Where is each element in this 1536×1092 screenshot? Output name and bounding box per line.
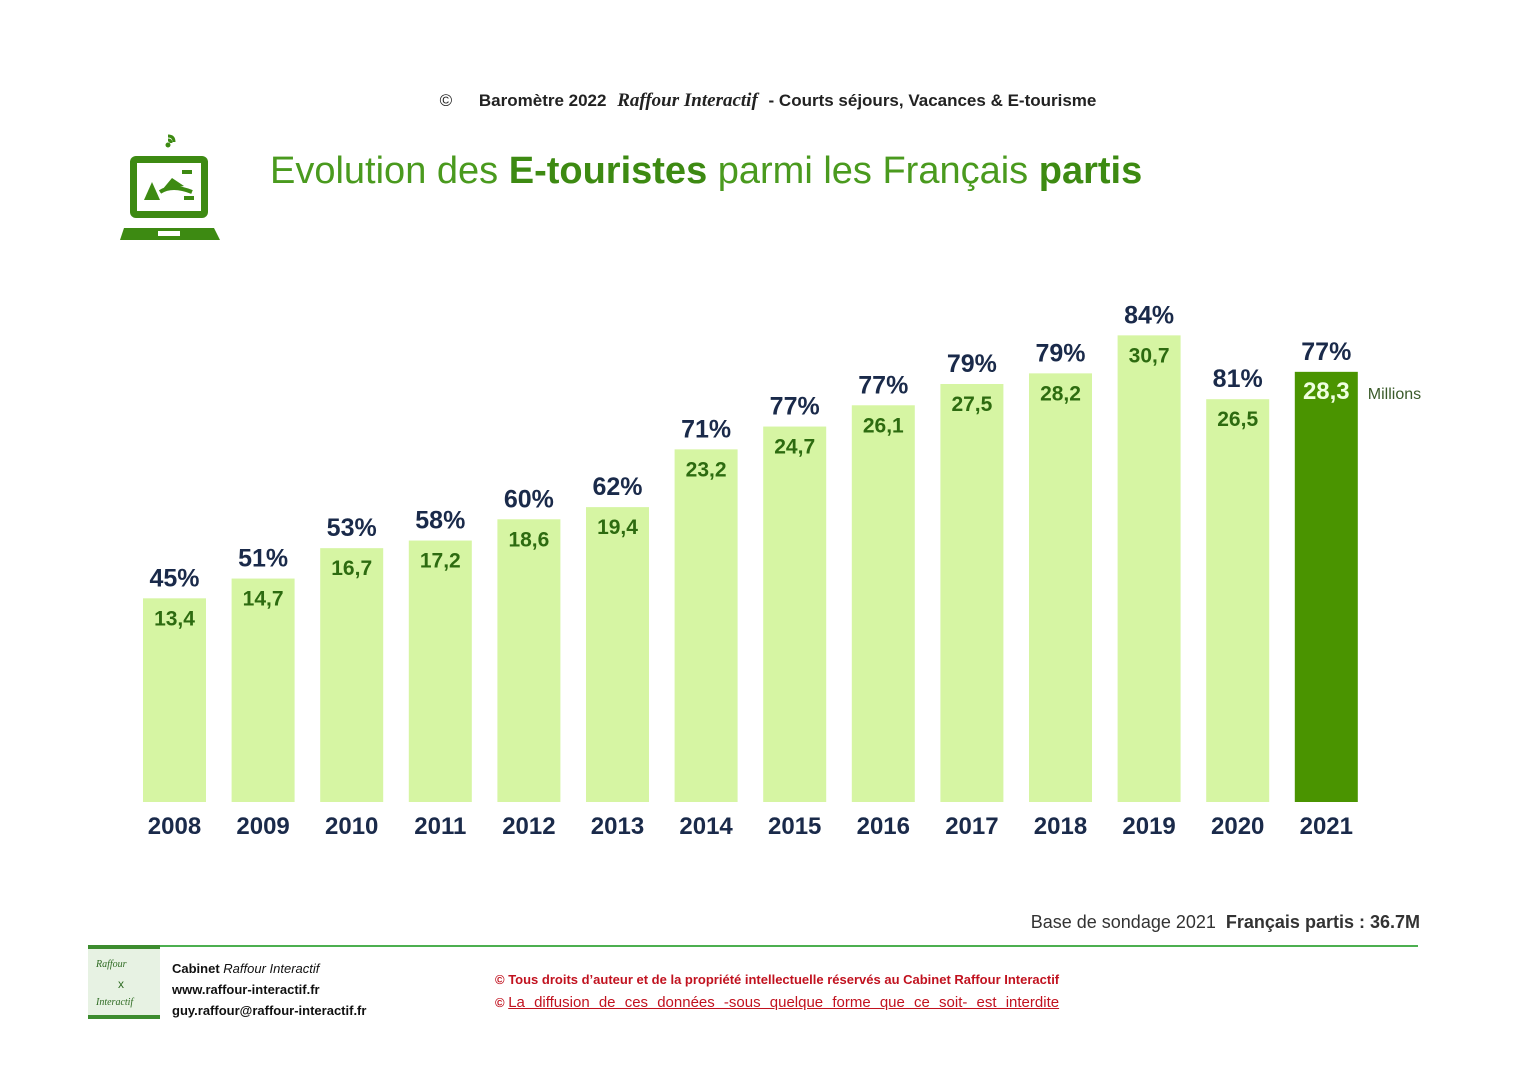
percent-label-2021: 77%: [1301, 338, 1351, 366]
bar-2016: [851, 405, 915, 802]
logo-text-bottom: Interactif: [96, 997, 134, 1008]
value-label-2015: 24,7: [774, 436, 815, 459]
bar-2020: [1206, 399, 1270, 802]
value-label-2008: 13,4: [154, 607, 195, 630]
survey-base: Base de sondage 2021 Français partis : 36…: [1030, 912, 1420, 932]
rights-line-1: © Tous droits d’auteur et de la propriét…: [495, 972, 1060, 987]
value-label-2021: 28,3: [1303, 378, 1350, 405]
year-label-2013: 2013: [591, 813, 644, 840]
bar-2012: [497, 519, 561, 802]
barometer-year: Baromètre 2022: [478, 91, 607, 110]
bar-2018: [1029, 373, 1092, 802]
year-label-2019: 2019: [1122, 813, 1175, 840]
bar-2013: [586, 507, 649, 802]
bar-chart: 13,4 45% 2008 14,7 51% 2009 16,7 53% 2010 17,2 58%…: [143, 301, 1421, 840]
value-label-2017: 27,5: [951, 393, 992, 416]
percent-label-2020: 81%: [1213, 365, 1263, 393]
value-label-2009: 14,7: [243, 588, 284, 611]
year-label-2016: 2016: [857, 813, 910, 840]
laptop-icon: [120, 134, 220, 240]
company-logo: Raffour x Interactif: [88, 945, 160, 1019]
value-label-2018: 28,2: [1040, 382, 1081, 405]
percent-label-2019: 84%: [1124, 301, 1174, 329]
header-subtitle: - Courts séjours, Vacances & E-tourisme: [768, 91, 1097, 110]
year-label-2009: 2009: [236, 813, 289, 840]
unit-label: Millions: [1368, 386, 1421, 403]
footer-divider: [90, 945, 1418, 947]
value-label-2010: 16,7: [331, 557, 372, 580]
year-label-2021: 2021: [1300, 813, 1353, 840]
logo-text-mid: x: [118, 977, 124, 991]
bar-2021: [1294, 371, 1358, 802]
value-label-2016: 26,1: [863, 414, 904, 437]
percent-label-2008: 45%: [149, 564, 199, 592]
website-link[interactable]: www.raffour-interactif.fr: [172, 982, 320, 997]
rights-notice: © Tous droits d’auteur et de la propriét…: [495, 968, 1059, 1014]
year-label-2010: 2010: [325, 813, 378, 840]
percent-label-2013: 62%: [592, 473, 642, 501]
percent-label-2016: 77%: [858, 371, 908, 399]
year-label-2008: 2008: [148, 813, 201, 840]
bar-2011: [408, 540, 472, 802]
year-label-2018: 2018: [1034, 813, 1087, 840]
bar-2014: [674, 449, 738, 802]
bar-2010: [320, 548, 384, 802]
percent-label-2010: 53%: [327, 514, 377, 542]
percent-label-2011: 58%: [415, 507, 465, 535]
value-label-2011: 17,2: [420, 550, 461, 573]
email-link[interactable]: guy.raffour@raffour-interactif.fr: [172, 1003, 367, 1018]
cabinet-name: Cabinet Raffour Interactif: [172, 961, 320, 976]
bar-2009: [231, 578, 295, 802]
bar-2017: [940, 384, 1004, 802]
percent-label-2017: 79%: [947, 350, 997, 378]
bar-2019: [1117, 335, 1181, 802]
year-label-2017: 2017: [945, 813, 998, 840]
value-label-2014: 23,2: [686, 458, 727, 481]
contact-block: Cabinet Raffour Interactif www.raffour-i…: [172, 958, 366, 1021]
year-label-2014: 2014: [679, 813, 733, 840]
brand-name: Raffour Interactif: [617, 90, 758, 111]
year-label-2011: 2011: [414, 813, 466, 840]
percent-label-2014: 71%: [681, 415, 731, 443]
percent-label-2009: 51%: [238, 545, 288, 573]
bar-2015: [763, 426, 827, 802]
year-label-2012: 2012: [502, 813, 555, 840]
bar-2008: [143, 598, 206, 802]
percent-label-2012: 60%: [504, 485, 554, 513]
rights-line-2: © La diffusion de ces données -sous quel…: [495, 994, 1060, 1011]
copyright-symbol: ©: [439, 91, 453, 110]
value-label-2019: 30,7: [1129, 344, 1170, 367]
logo-text-top: Raffour: [96, 959, 127, 970]
value-label-2020: 26,5: [1217, 408, 1258, 431]
year-label-2020: 2020: [1211, 813, 1264, 840]
value-label-2013: 19,4: [597, 516, 638, 539]
page-title: Evolution des E-touristes parmi les Fran…: [270, 150, 1143, 192]
year-label-2015: 2015: [768, 813, 821, 840]
percent-label-2018: 79%: [1035, 339, 1085, 367]
percent-label-2015: 77%: [770, 393, 820, 421]
barometer-header: © Baromètre 2022 Raffour Interactif - Co…: [0, 90, 1536, 112]
value-label-2012: 18,6: [508, 528, 549, 551]
